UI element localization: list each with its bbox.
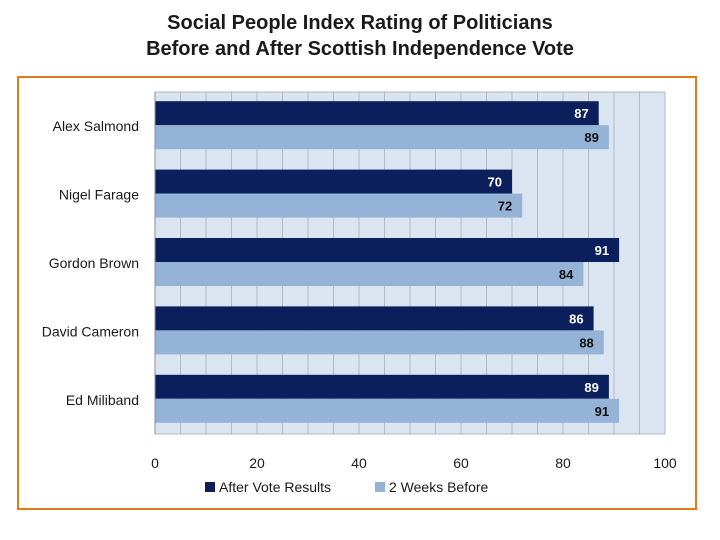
data-label: 88 (579, 335, 593, 350)
bar (155, 238, 620, 262)
data-label: 72 (498, 199, 512, 214)
bar (155, 262, 584, 286)
x-tick-label: 20 (249, 455, 265, 471)
bar (155, 374, 609, 399)
category-label: Alex Salmond (53, 118, 139, 134)
bar (155, 398, 620, 423)
x-tick-label: 40 (351, 455, 367, 471)
data-label: 87 (574, 106, 588, 121)
chart-title-line-1: Social People Index Rating of Politician… (167, 12, 553, 34)
data-label: 86 (569, 311, 583, 326)
bar (155, 125, 609, 150)
legend-label: After Vote Results (219, 479, 331, 495)
data-label: 84 (559, 267, 574, 282)
chart-title-line-2: Before and After Scottish Independence V… (146, 38, 574, 60)
x-tick-label: 100 (653, 455, 677, 471)
legend-swatch (205, 482, 215, 492)
legend-label: 2 Weeks Before (389, 479, 489, 495)
category-label: Ed Miliband (66, 392, 139, 408)
data-label: 89 (584, 130, 598, 145)
bar (155, 330, 604, 355)
data-label: 91 (595, 243, 609, 258)
data-label: 89 (584, 380, 598, 395)
x-tick-label: 0 (151, 455, 159, 471)
bar (155, 193, 523, 218)
x-tick-label: 60 (453, 455, 469, 471)
chart-title: Social People Index Rating of Politician… (0, 10, 720, 62)
bar (155, 101, 599, 126)
legend-swatch (375, 482, 385, 492)
bar (155, 306, 594, 331)
bar (155, 169, 512, 194)
category-label: Nigel Farage (59, 187, 139, 203)
category-label: David Cameron (42, 323, 139, 339)
data-label: 70 (488, 175, 502, 190)
data-label: 91 (595, 404, 609, 419)
x-tick-label: 80 (555, 455, 571, 471)
category-label: Gordon Brown (49, 255, 139, 271)
